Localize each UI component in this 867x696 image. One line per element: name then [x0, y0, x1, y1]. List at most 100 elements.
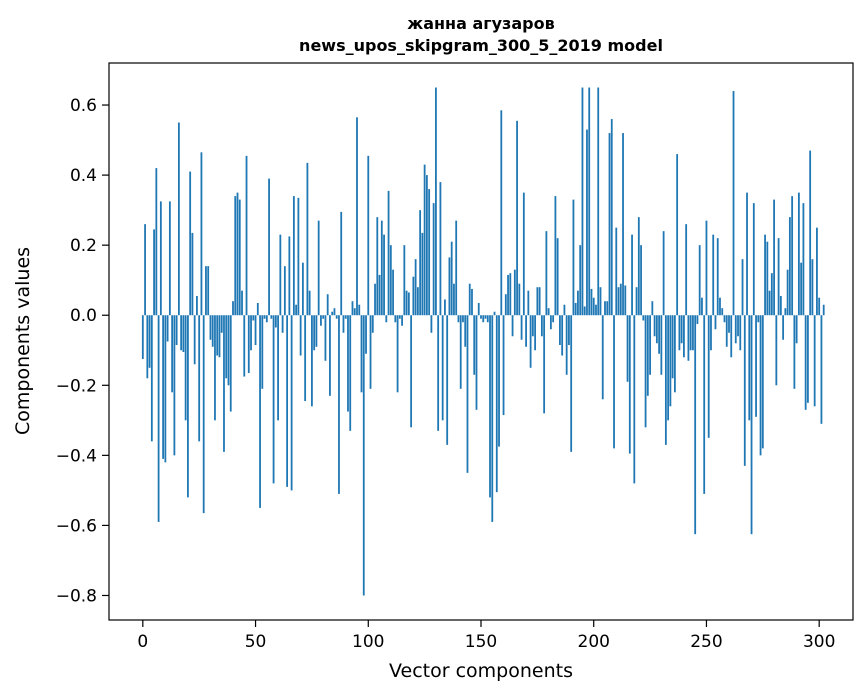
bar: [655, 315, 658, 344]
bar: [734, 315, 737, 344]
y-tick-label: 0.0: [70, 306, 97, 326]
bar: [613, 315, 615, 449]
bar: [534, 315, 537, 351]
y-tick-label: −0.6: [56, 516, 97, 536]
bar: [241, 290, 243, 316]
bar: [777, 238, 780, 316]
bar: [610, 119, 613, 316]
bar: [362, 315, 365, 596]
bar: [177, 122, 180, 316]
bar: [529, 315, 532, 368]
bar: [662, 231, 665, 316]
x-tick-label: 50: [245, 632, 267, 652]
bar: [444, 299, 446, 316]
bar: [277, 315, 279, 421]
bar: [396, 315, 399, 393]
bar: [313, 315, 316, 351]
y-tick-label: 0.2: [70, 236, 97, 256]
bar: [272, 315, 275, 484]
bar: [770, 273, 773, 316]
chart-title-line-2: news_upos_skipgram_300_5_2019 model: [299, 36, 663, 55]
bar: [480, 315, 482, 319]
bar: [232, 301, 234, 316]
bar: [164, 315, 167, 463]
bar: [473, 315, 476, 375]
bar: [407, 292, 410, 316]
x-tick-label: 250: [690, 632, 722, 652]
bar: [265, 315, 268, 323]
bar: [822, 304, 825, 316]
bar: [809, 150, 812, 316]
bar: [646, 315, 649, 396]
bar: [446, 315, 449, 445]
bar: [746, 192, 748, 316]
bar: [741, 259, 744, 316]
bar: [453, 283, 455, 316]
bar: [218, 315, 221, 358]
bar: [340, 211, 343, 316]
bar: [712, 234, 715, 316]
bar: [290, 315, 293, 491]
bar: [586, 129, 588, 316]
bar: [574, 302, 577, 316]
x-tick-label: 200: [578, 632, 610, 652]
bar: [626, 315, 629, 382]
bar: [748, 315, 751, 421]
bar: [750, 315, 753, 535]
chart-title-line-1: жанна агузаров: [407, 14, 554, 33]
bar: [191, 232, 194, 316]
bars-group: [141, 87, 825, 596]
bar: [410, 315, 413, 428]
bar: [813, 315, 816, 407]
bar: [811, 259, 814, 316]
bar: [540, 315, 543, 337]
bar: [331, 311, 334, 316]
bar: [820, 315, 823, 424]
bar: [270, 315, 273, 319]
bar: [649, 315, 651, 375]
bar: [173, 315, 176, 456]
bar: [631, 234, 633, 316]
bar: [148, 315, 151, 368]
bar: [419, 210, 422, 316]
bar: [768, 290, 771, 316]
bar: [193, 315, 196, 365]
bar: [502, 315, 505, 416]
bar: [439, 182, 442, 316]
bar: [207, 266, 210, 316]
bar: [590, 288, 593, 316]
bar: [243, 315, 246, 377]
bar: [274, 315, 277, 328]
bar: [728, 315, 730, 333]
bar: [676, 154, 679, 316]
bar: [227, 315, 230, 386]
bar: [786, 269, 789, 316]
x-axis-ticks: 0 50 100 150 200 250 300: [137, 620, 835, 652]
bar: [247, 315, 250, 374]
bar: [633, 315, 636, 484]
bar: [428, 189, 431, 316]
bar: [196, 295, 198, 316]
bar: [671, 315, 674, 379]
bar: [608, 133, 611, 316]
bar: [721, 308, 724, 316]
bar: [394, 315, 397, 323]
bar: [802, 203, 805, 316]
bar: [200, 152, 203, 316]
bar: [283, 266, 286, 316]
bar: [482, 315, 485, 323]
bar: [495, 315, 498, 493]
bar: [698, 245, 701, 316]
bar: [315, 315, 318, 347]
bar: [157, 315, 160, 522]
bar: [261, 315, 264, 389]
bar: [509, 273, 512, 316]
bar: [450, 241, 453, 316]
bar: [522, 192, 525, 316]
bar: [250, 315, 252, 351]
bar: [349, 315, 352, 431]
bar: [559, 315, 561, 346]
bar: [624, 285, 627, 316]
bar: [561, 315, 564, 356]
